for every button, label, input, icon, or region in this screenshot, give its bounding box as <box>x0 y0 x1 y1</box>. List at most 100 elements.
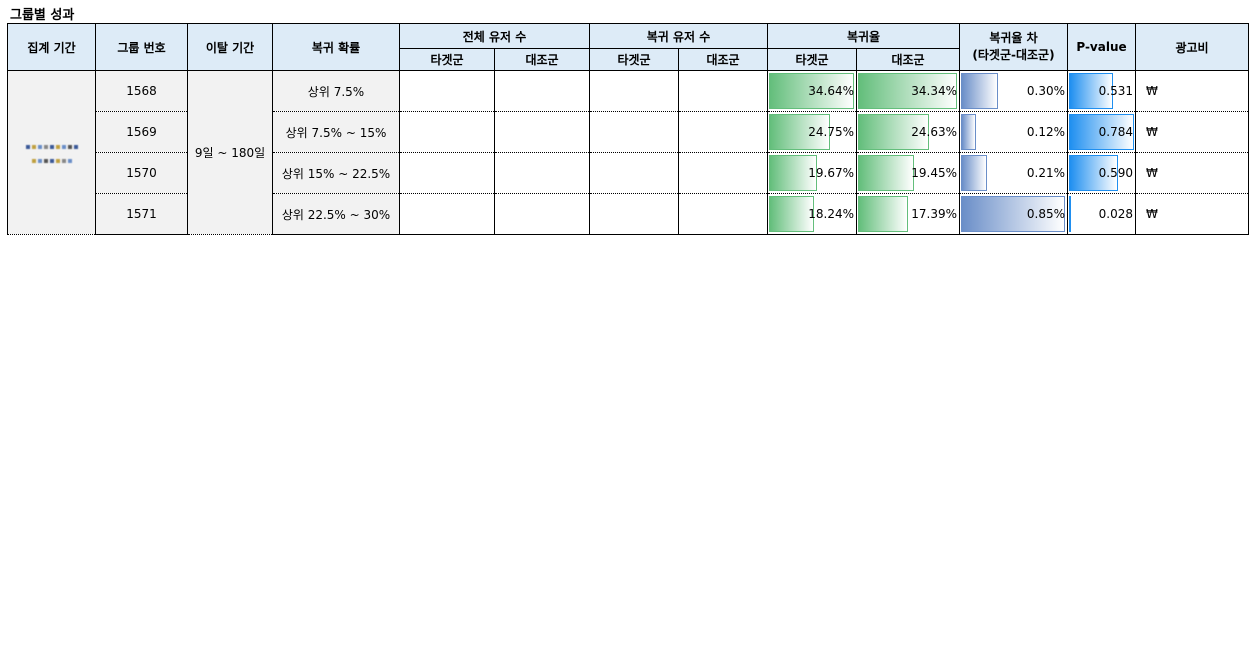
rate-target-bar <box>769 73 855 109</box>
rate-control-cell: 24.63% <box>856 111 960 153</box>
return-prob-cell: 상위 7.5% <box>272 70 400 112</box>
header-rate-target: 타겟군 <box>767 48 857 71</box>
pvalue-value: 0.531 <box>1098 84 1133 98</box>
return-prob-cell: 상위 7.5% ~ 15% <box>272 111 400 153</box>
return-control-cell <box>678 193 768 235</box>
return-target-cell <box>589 111 679 153</box>
total-control-cell <box>494 152 590 194</box>
group-no-cell: 1570 <box>95 152 188 194</box>
return-control-cell <box>678 70 768 112</box>
header-return-users: 복귀 유저 수 <box>589 23 768 49</box>
rate-control-bar <box>858 73 957 109</box>
churn-period-cell: 9일 ~ 180일 <box>187 70 273 235</box>
header-return-rate: 복귀율 <box>767 23 960 49</box>
header-return-target: 타겟군 <box>589 48 679 71</box>
rate-diff-value: 0.12% <box>1026 125 1065 139</box>
rate-target-cell: 19.67% <box>767 152 857 194</box>
header-total-control: 대조군 <box>494 48 590 71</box>
rate-control-value: 24.63% <box>911 125 957 139</box>
rate-control-bar <box>858 114 929 150</box>
return-target-cell <box>589 152 679 194</box>
rate-target-cell: 18.24% <box>767 193 857 235</box>
pvalue-cell: 0.028 <box>1067 193 1136 235</box>
pvalue-cell: 0.784 <box>1067 111 1136 153</box>
ad-cost-cell: ₩ <box>1135 70 1249 112</box>
header-period: 집계 기간 <box>7 23 96 71</box>
total-target-cell <box>399 152 495 194</box>
rate-diff-cell: 0.21% <box>959 152 1068 194</box>
table-row: 1569 상위 7.5% ~ 15% 24.75% 24.63% 0.12% 0… <box>8 111 1249 153</box>
rate-target-cell: 24.75% <box>767 111 857 153</box>
rate-target-bar <box>769 114 830 150</box>
header-total-users: 전체 유저 수 <box>399 23 590 49</box>
table-row: 1571 상위 22.5% ~ 30% 18.24% 17.39% 0.85% … <box>8 193 1249 235</box>
header-return-prob: 복귀 확률 <box>272 23 400 71</box>
return-target-cell <box>589 70 679 112</box>
rate-target-value: 34.64% <box>808 84 854 98</box>
pvalue-value: 0.590 <box>1098 166 1133 180</box>
rate-diff-cell: 0.30% <box>959 70 1068 112</box>
page-title: 그룹별 성과 <box>10 8 75 23</box>
return-control-cell <box>678 111 768 153</box>
pvalue-bar <box>1069 114 1134 150</box>
total-target-cell <box>399 70 495 112</box>
rate-diff-value: 0.30% <box>1026 84 1065 98</box>
rate-diff-bar <box>961 196 1065 232</box>
rate-control-bar <box>858 196 909 232</box>
rate-control-value: 19.45% <box>911 166 957 180</box>
rate-target-value: 24.75% <box>808 125 854 139</box>
rate-control-cell: 17.39% <box>856 193 960 235</box>
table-row: 1568 9일 ~ 180일 상위 7.5% 34.64% 34.34% 0.3… <box>7 70 1249 235</box>
total-target-cell <box>399 111 495 153</box>
ad-cost-cell: ₩ <box>1135 193 1249 235</box>
header-return-control: 대조군 <box>678 48 768 71</box>
header-ad-cost: 광고비 <box>1135 23 1249 71</box>
rate-diff-value: 0.21% <box>1026 166 1065 180</box>
group-no-cell: 1569 <box>95 111 188 153</box>
rate-target-value: 19.67% <box>808 166 854 180</box>
rate-control-value: 17.39% <box>911 207 957 221</box>
total-control-cell <box>494 70 590 112</box>
table-row: 1570 상위 15% ~ 22.5% 19.67% 19.45% 0.21% … <box>8 152 1249 194</box>
total-target-cell <box>399 193 495 235</box>
pvalue-bar <box>1069 73 1114 109</box>
header-churn-period: 이탈 기간 <box>187 23 273 71</box>
header-group-no: 그룹 번호 <box>95 23 188 71</box>
rate-diff-cell: 0.85% <box>959 193 1068 235</box>
rate-diff-bar <box>961 114 976 150</box>
ad-cost-cell: ₩ <box>1135 111 1249 153</box>
rate-target-bar <box>769 196 814 232</box>
pvalue-value: 0.028 <box>1098 207 1133 221</box>
return-target-cell <box>589 193 679 235</box>
group-no-cell: 1571 <box>95 193 188 235</box>
pvalue-cell: 0.531 <box>1067 70 1136 112</box>
redacted-period <box>17 139 87 165</box>
rate-diff-cell: 0.12% <box>959 111 1068 153</box>
rate-control-bar <box>858 155 915 191</box>
rate-control-cell: 19.45% <box>856 152 960 194</box>
pvalue-bar <box>1069 155 1118 191</box>
rate-diff-value: 0.85% <box>1026 207 1065 221</box>
return-prob-cell: 상위 22.5% ~ 30% <box>272 193 400 235</box>
group-performance-table: 집계 기간 그룹 번호 이탈 기간 복귀 확률 전체 유저 수 복귀 유저 수 … <box>7 23 1249 235</box>
group-no-cell: 1568 <box>95 70 188 112</box>
rate-control-value: 34.34% <box>911 84 957 98</box>
ad-cost-cell: ₩ <box>1135 152 1249 194</box>
pvalue-cell: 0.590 <box>1067 152 1136 194</box>
rate-diff-bar <box>961 73 998 109</box>
return-prob-cell: 상위 15% ~ 22.5% <box>272 152 400 194</box>
rate-target-cell: 34.64% <box>767 70 857 112</box>
pvalue-value: 0.784 <box>1098 125 1133 139</box>
header-rate-diff-line2: (타겟군-대조군) <box>972 48 1055 62</box>
pvalue-bar <box>1069 196 1072 232</box>
header-pvalue: P-value <box>1067 23 1136 71</box>
return-control-cell <box>678 152 768 194</box>
rate-diff-bar <box>961 155 987 191</box>
rate-control-cell: 34.34% <box>856 70 960 112</box>
header-rate-diff: 복귀율 차 (타겟군-대조군) <box>959 23 1068 71</box>
rate-target-bar <box>769 155 818 191</box>
period-cell-redacted <box>7 70 96 235</box>
header-rate-diff-line1: 복귀율 차 <box>989 31 1038 45</box>
rate-target-value: 18.24% <box>808 207 854 221</box>
header-total-target: 타겟군 <box>399 48 495 71</box>
